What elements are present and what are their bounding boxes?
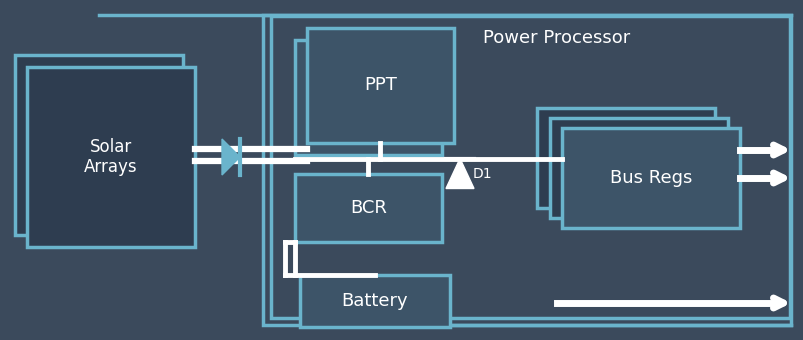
Bar [271,16,789,318]
Bar [15,55,183,235]
Text: BCR: BCR [349,199,386,217]
Text: PPT: PPT [364,76,397,95]
Bar [549,118,727,218]
Bar [295,40,442,155]
Bar [561,128,739,228]
Text: Power Processor: Power Processor [483,29,630,47]
Bar [27,67,195,247]
Polygon shape [222,139,240,175]
Text: Bus Regs: Bus Regs [609,169,691,187]
Bar [295,174,442,242]
Polygon shape [446,158,474,188]
Bar [307,28,454,143]
Bar [300,275,450,327]
Text: D1: D1 [471,167,491,181]
Bar [263,15,790,325]
Text: Battery: Battery [341,292,408,310]
Text: Solar
Arrays: Solar Arrays [84,138,137,176]
Bar [536,108,714,208]
